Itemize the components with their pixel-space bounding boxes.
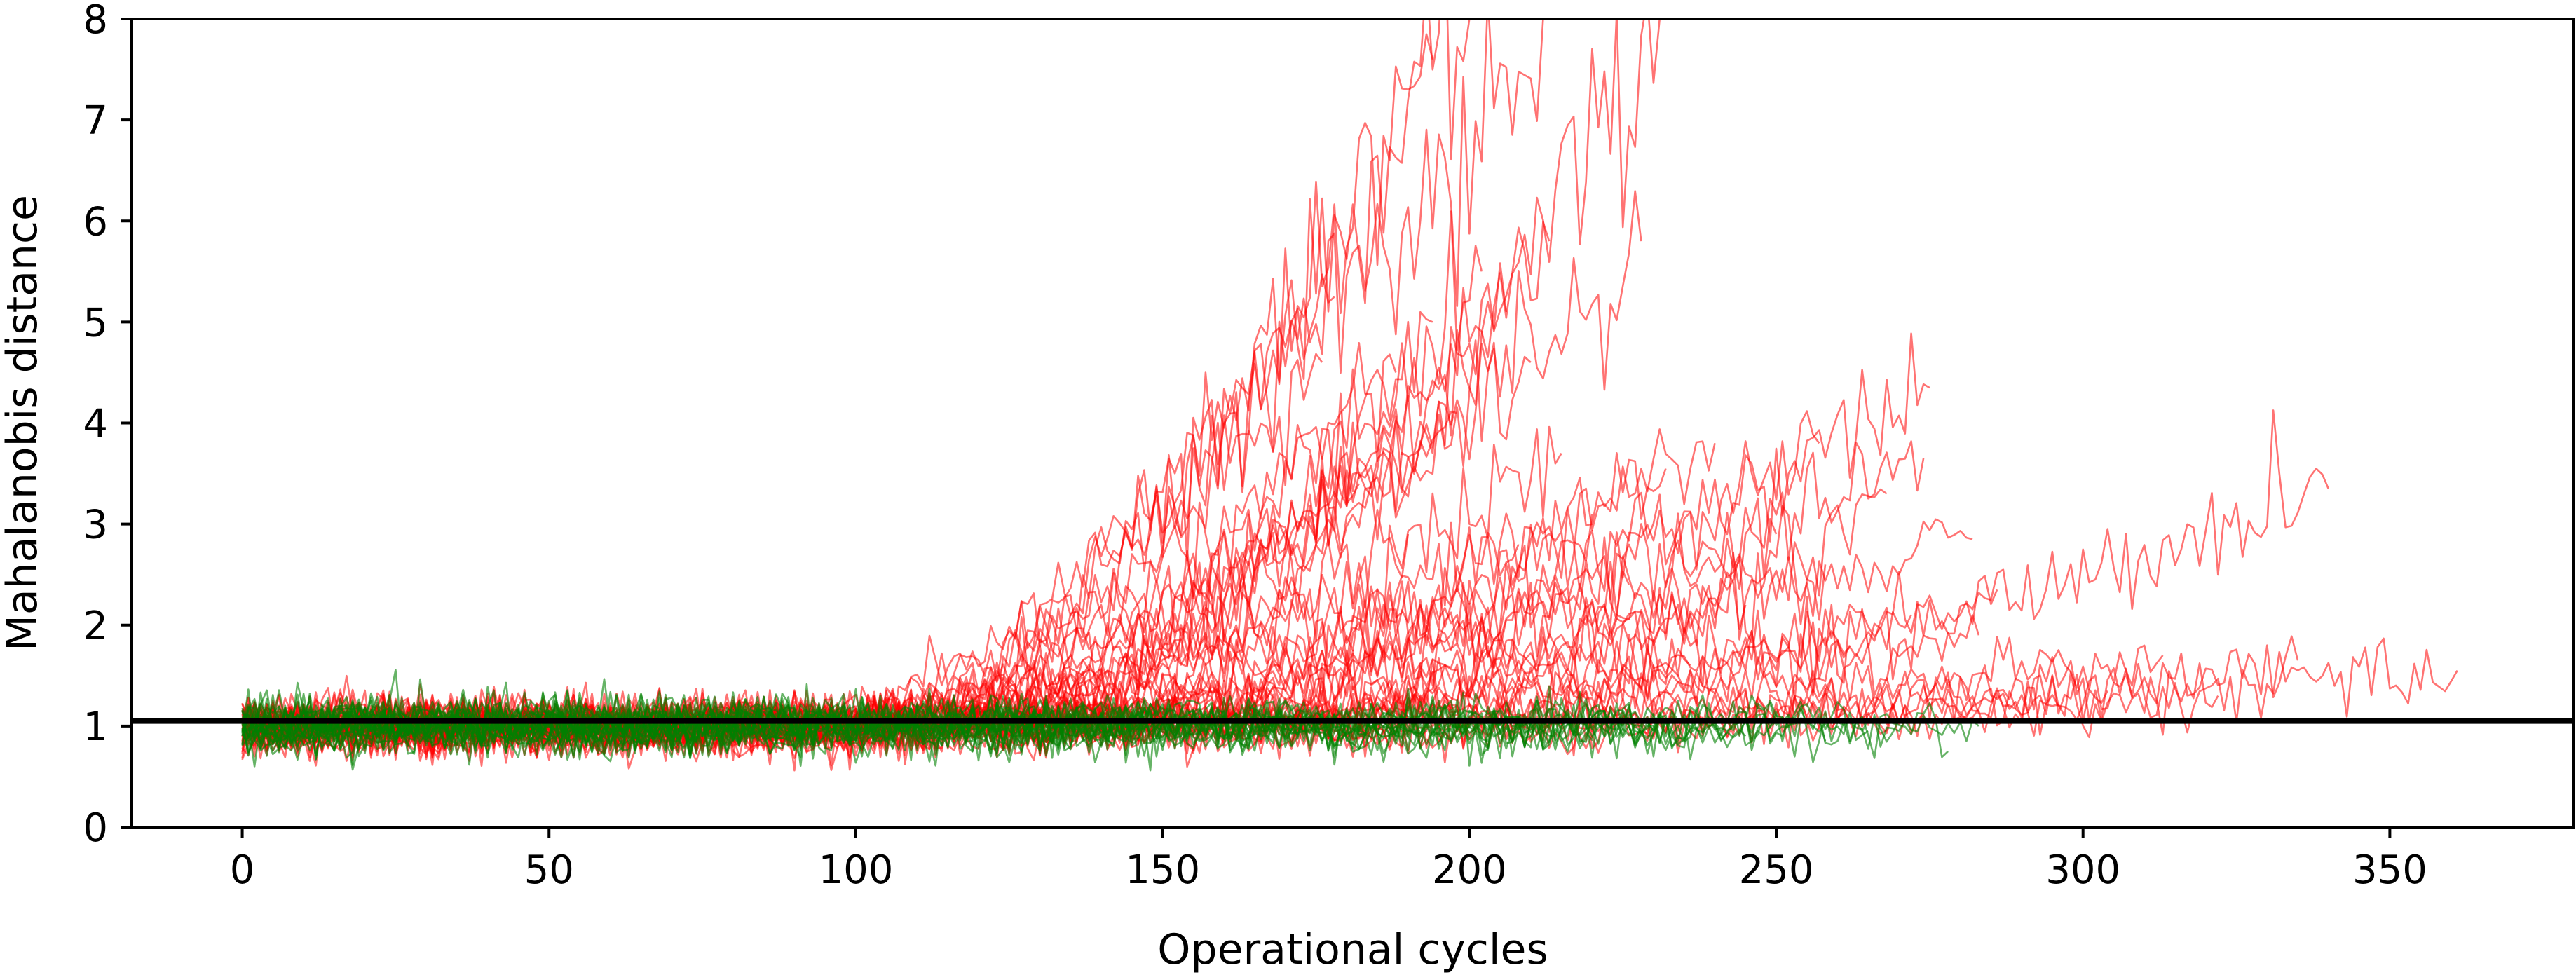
x-axis-title: Operational cycles — [1157, 925, 1548, 974]
x-tick-label: 50 — [524, 847, 574, 893]
y-tick-label: 7 — [83, 98, 108, 144]
x-tick-label: 300 — [2045, 847, 2120, 893]
y-tick-label: 3 — [83, 503, 108, 548]
x-tick-label: 250 — [1739, 847, 1814, 893]
y-tick-label: 6 — [83, 199, 108, 245]
x-tick-label: 0 — [230, 847, 255, 893]
axes: 0 50 100 150 200 250 300 350 0 1 2 3 4 5 6 7 8 — [83, 0, 2575, 893]
y-tick-label: 0 — [83, 805, 108, 851]
x-tick-label: 100 — [818, 847, 893, 893]
y-tick-label: 5 — [83, 300, 108, 346]
y-tick-label: 1 — [83, 704, 108, 750]
y-tick-label: 2 — [83, 604, 108, 649]
series-line-healthy — [241, 691, 918, 768]
y-tick-label: 4 — [83, 402, 108, 447]
x-tick-label: 150 — [1125, 847, 1200, 893]
y-axis-title: Mahalanobis distance — [0, 195, 47, 651]
series-line-healthy — [242, 695, 980, 756]
series-line-healthy — [241, 691, 747, 759]
series-line-healthy — [241, 689, 1274, 760]
x-tick-label: 350 — [2352, 847, 2427, 893]
x-tick-label: 200 — [1432, 847, 1507, 893]
y-tick-label: 8 — [83, 0, 108, 43]
